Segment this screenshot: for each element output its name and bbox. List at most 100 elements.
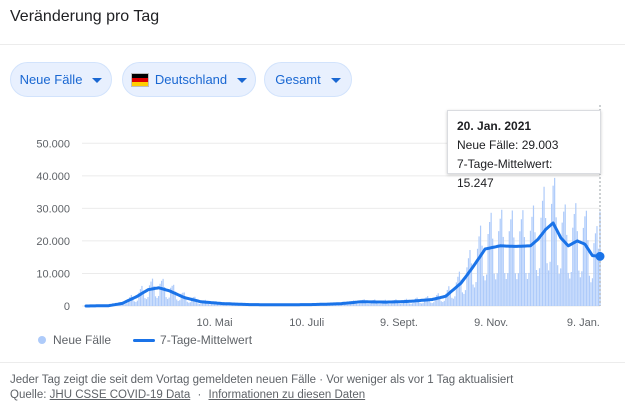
daily-case-bar <box>561 222 563 306</box>
daily-case-bar <box>209 304 211 306</box>
daily-case-bar <box>229 304 231 306</box>
daily-case-bar <box>590 282 592 306</box>
daily-case-bar <box>540 217 542 306</box>
daily-case-bar <box>433 302 435 306</box>
daily-case-bar <box>466 267 468 306</box>
daily-case-bar <box>557 265 559 306</box>
y-tick-label: 0 <box>64 301 70 313</box>
chart-legend: Neue Fälle 7-Tage-Mittelwert <box>38 333 252 347</box>
daily-case-bar <box>558 273 560 306</box>
daily-case-bar <box>476 248 479 306</box>
daily-case-bar <box>422 302 424 306</box>
region-dropdown[interactable]: Deutschland <box>122 62 256 97</box>
daily-case-bar <box>591 278 594 306</box>
daily-case-bar <box>448 286 450 306</box>
footer: Jeder Tag zeigt die seit dem Vortag geme… <box>10 373 513 403</box>
daily-case-bar <box>180 293 182 306</box>
info-link[interactable]: Informationen zu diesen Daten <box>208 389 366 401</box>
daily-case-bar <box>463 293 465 306</box>
footer-note: Jeder Tag zeigt die seit dem Vortag geme… <box>10 374 514 386</box>
daily-case-bar <box>552 185 554 306</box>
daily-case-bar <box>218 304 220 306</box>
daily-case-bar <box>547 270 550 306</box>
daily-case-bar <box>176 299 178 306</box>
metric-dropdown-label: Neue Fälle <box>19 72 83 87</box>
daily-case-bar <box>588 275 591 306</box>
daily-case-bar <box>514 273 516 306</box>
daily-case-bar <box>451 297 453 306</box>
daily-case-bar <box>336 305 338 306</box>
daily-case-bar <box>183 292 185 306</box>
daily-case-bar <box>135 301 137 306</box>
daily-case-bar <box>369 303 371 306</box>
daily-case-bar <box>408 303 411 306</box>
daily-case-bar <box>201 300 204 306</box>
daily-case-bar <box>171 285 173 306</box>
daily-case-bar <box>185 296 187 306</box>
daily-case-bar <box>424 298 426 306</box>
daily-case-bar <box>543 186 545 306</box>
source-link[interactable]: JHU CSSE COVID-19 Data <box>49 389 191 401</box>
daily-case-bar <box>446 289 448 306</box>
daily-case-bar <box>522 210 524 306</box>
x-tick-label: 9. Jan. <box>567 317 600 329</box>
daily-case-bar <box>170 287 172 306</box>
daily-case-bar <box>390 303 392 306</box>
y-tick-label: 50.000 <box>36 138 70 150</box>
daily-case-bar <box>126 303 128 306</box>
daily-case-bar <box>452 298 454 306</box>
daily-case-bar <box>162 278 164 306</box>
metric-dropdown[interactable]: Neue Fälle <box>10 62 112 97</box>
daily-case-bar <box>354 301 356 306</box>
daily-case-bar <box>200 303 202 306</box>
daily-case-bar <box>469 250 471 306</box>
daily-case-bar <box>498 231 500 306</box>
daily-case-bar <box>123 304 125 306</box>
daily-case-bar <box>493 273 495 306</box>
daily-case-bar <box>525 272 527 306</box>
daily-case-bar <box>475 282 477 306</box>
daily-case-bar <box>132 297 134 306</box>
daily-case-bar <box>555 217 557 306</box>
daily-case-bar <box>124 304 126 306</box>
x-tick-label: 10. Mai <box>196 317 232 329</box>
daily-case-bar <box>396 301 399 306</box>
daily-case-bar <box>182 292 184 306</box>
daily-case-bar <box>410 303 412 306</box>
daily-case-bar <box>337 304 340 306</box>
daily-case-bar <box>458 271 461 306</box>
daily-case-bar <box>141 285 143 306</box>
daily-case-bar <box>502 236 504 306</box>
daily-case-bar <box>207 304 210 306</box>
daily-case-bar <box>154 296 157 306</box>
chevron-down-icon <box>237 77 248 83</box>
seven-day-average-line <box>84 221 602 308</box>
daily-case-bar <box>380 303 382 306</box>
daily-case-bar <box>593 243 595 306</box>
daily-case-bar <box>457 276 459 306</box>
daily-case-bar <box>470 263 473 306</box>
scope-dropdown[interactable]: Gesamt <box>264 62 352 97</box>
daily-case-bar <box>526 278 529 306</box>
daily-case-bar <box>594 233 597 306</box>
source-prefix: Quelle: <box>10 389 47 401</box>
daily-case-bar <box>431 303 433 306</box>
daily-case-bar <box>443 300 445 306</box>
daily-case-bar <box>151 278 154 306</box>
daily-case-bar <box>554 177 556 306</box>
daily-case-bar <box>584 216 586 306</box>
y-tick-label: 10.000 <box>36 268 70 280</box>
daily-case-bar <box>402 300 405 306</box>
daily-case-bar <box>581 271 583 306</box>
daily-case-bar <box>504 272 506 306</box>
daily-case-bar <box>177 300 179 306</box>
daily-case-bar <box>401 303 403 306</box>
x-tick-label: 9. Nov. <box>474 317 508 329</box>
daily-case-bar <box>520 219 522 306</box>
daily-case-bar <box>413 299 415 306</box>
daily-cases-chart[interactable]: 0 10.000 20.000 30.000 40.000 50.000 10. Mai 10… <box>0 105 625 330</box>
legend-line-swatch <box>133 338 156 342</box>
daily-case-bar <box>365 301 367 306</box>
daily-case-bar <box>165 297 167 306</box>
x-tick-label: 10. Juli <box>289 317 324 329</box>
